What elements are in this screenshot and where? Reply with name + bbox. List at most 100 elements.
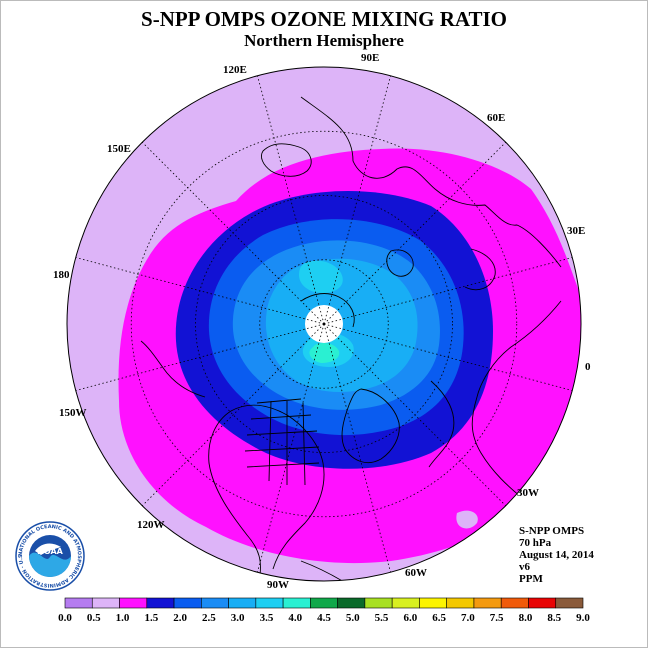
colorbar-tick-label: 5.5 <box>375 612 389 624</box>
colorbar-tick-label: 7.0 <box>461 612 475 624</box>
latitude-circle <box>259 259 389 389</box>
latitude-circle <box>195 195 453 453</box>
meridian-line <box>75 257 325 325</box>
coast-greenland <box>341 388 400 463</box>
colorbar-box <box>337 597 366 609</box>
lon-label-150e: 150E <box>107 143 131 155</box>
meridian-line <box>75 323 325 391</box>
meridian-line <box>257 75 325 325</box>
page-subtitle: Northern Hemisphere <box>244 31 404 50</box>
lavender-patch <box>456 510 478 529</box>
info-version: v6 <box>519 561 530 573</box>
info-date: August 14, 2014 <box>519 549 594 561</box>
logo-noaa-text: NOAA <box>37 547 63 556</box>
colorbar-box <box>391 597 420 609</box>
map-boundary <box>66 66 582 582</box>
coast-island <box>386 249 414 277</box>
colorbar-tick-label: 0.5 <box>87 612 101 624</box>
meridian-line <box>323 323 573 391</box>
colorbar-tick-label: 8.5 <box>547 612 561 624</box>
info-instrument: S-NPP OMPS <box>519 525 585 537</box>
colorbar-tick-label: 6.5 <box>432 612 446 624</box>
colorbar-tick-label: 0.0 <box>58 612 72 624</box>
colorbar-box <box>201 597 229 609</box>
colorbar-tick-label: 8.0 <box>519 612 533 624</box>
colorbar-tick-label: 9.0 <box>576 612 590 624</box>
lon-label-30w: 30W <box>517 487 539 499</box>
colorbar-tick-label: 1.5 <box>144 612 158 624</box>
coast-north-america-west <box>208 410 261 581</box>
lon-label-120e: 120E <box>223 64 247 76</box>
colorbar-box <box>228 597 257 609</box>
aqua-patch <box>309 343 340 363</box>
info-level: 70 hPa <box>519 537 552 549</box>
meridian-line <box>323 257 573 325</box>
colorbar-box <box>91 597 120 609</box>
lon-label-150w: 150W <box>59 407 87 419</box>
lon-label-30e: 30E <box>567 225 586 237</box>
colorbar-tick-labels: 0.0 0.5 1.0 1.5 2.0 2.5 3.0 3.5 4.0 4.5 5.0 5.5 6.0 6… <box>58 612 590 624</box>
coast-alaska <box>140 340 206 398</box>
colorbar-tick-label: 1.0 <box>116 612 130 624</box>
lon-label-60w: 60W <box>405 567 427 579</box>
logo-bird <box>35 543 61 555</box>
coast-europe-africa <box>471 300 562 498</box>
colorbar-tick-label: 6.0 <box>403 612 417 624</box>
colorbar-tick-label: 2.0 <box>173 612 187 624</box>
coastlines <box>140 96 562 581</box>
colorbar-tick-label: 2.5 <box>202 612 216 624</box>
page-title: S-NPP OMPS OZONE MIXING RATIO <box>141 7 507 31</box>
info-block: S-NPP OMPS 70 hPa August 14, 2014 v6 PPM <box>519 525 594 585</box>
colorbar-box <box>419 597 447 609</box>
lon-label-90e: 90E <box>361 52 380 64</box>
colorbar-tick-label: 3.0 <box>231 612 245 624</box>
meridian-line <box>323 75 391 325</box>
latitude-circle <box>130 130 518 518</box>
meridian-line <box>323 323 507 507</box>
colorbar-box <box>173 597 202 609</box>
colorbar-tick-label: 4.5 <box>317 612 331 624</box>
lon-label-90w: 90W <box>267 579 289 591</box>
colorbar-box <box>310 597 338 609</box>
coast-mediterranean <box>428 380 455 468</box>
colorbar-box <box>282 597 311 609</box>
coast-scandinavia <box>464 248 496 291</box>
colorbar-box <box>255 597 284 609</box>
colorbar-box <box>555 597 584 609</box>
noaa-logo: NATIONAL OCEANIC AND ATMOSPHERIC ADMINIS… <box>15 521 85 591</box>
meridian-line <box>257 323 325 573</box>
meridian-line <box>141 141 325 325</box>
lon-label-180: 180 <box>53 269 70 281</box>
colorbar-tick-label: 5.0 <box>346 612 360 624</box>
colorbar-boxes <box>64 597 584 609</box>
colorbar-box <box>146 597 175 609</box>
meridian-line <box>323 323 391 573</box>
colorbar-tick-label: 4.0 <box>288 612 302 624</box>
coast-central-america <box>300 560 380 581</box>
meridian-line <box>323 141 507 325</box>
coast-far-east <box>260 143 312 177</box>
colorbar-box <box>119 597 148 609</box>
lon-label-0: 0 <box>585 361 591 373</box>
colorbar-box <box>528 597 557 609</box>
coast-north-america-east <box>230 404 325 570</box>
logo-wave <box>29 552 71 577</box>
colorbar-box <box>64 597 93 609</box>
coast-asia-north <box>300 96 562 268</box>
meridian-line <box>141 323 325 507</box>
colorbar-box <box>500 597 529 609</box>
colorbar-box <box>473 597 502 609</box>
colorbar-box <box>446 597 475 609</box>
cyan-patch <box>299 260 343 293</box>
colorbar-box <box>364 597 393 609</box>
info-units: PPM <box>519 573 543 585</box>
lon-label-120w: 120W <box>137 519 165 531</box>
colorbar-tick-label: 3.5 <box>260 612 274 624</box>
lon-label-60e: 60E <box>487 112 506 124</box>
graticule <box>75 75 573 573</box>
colorbar-tick-label: 7.5 <box>490 612 504 624</box>
coast-arctic <box>300 293 355 328</box>
